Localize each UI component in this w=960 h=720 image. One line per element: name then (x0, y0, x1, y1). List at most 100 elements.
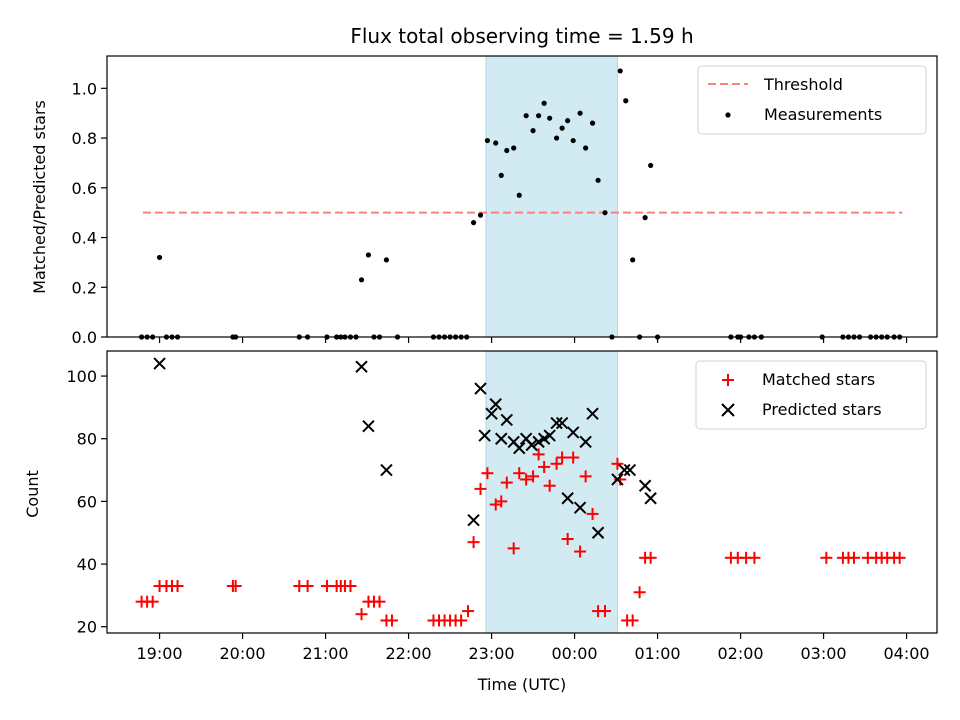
predicted-star-point (525, 438, 538, 452)
predicted-star-point (489, 398, 502, 411)
matched-star-point (146, 595, 159, 608)
predicted-star-point (153, 357, 166, 370)
y-tick-label: 0.4 (72, 229, 97, 248)
bottom-plot-frame (106, 350, 938, 634)
x-tick-label: 22:00 (386, 644, 432, 663)
bottom-shaded-span (485, 350, 618, 634)
measurement-point (623, 98, 629, 104)
matched-star-point (574, 545, 587, 558)
measurement-point (553, 135, 560, 141)
measurement-point (547, 115, 553, 121)
y-tick-label: 0.0 (72, 328, 97, 347)
matched-star-point (495, 495, 508, 508)
measurement-point (383, 257, 390, 263)
bottom-legend-box (695, 360, 927, 430)
x-tick-label: 01:00 (635, 644, 681, 663)
predicted-star-point (485, 407, 498, 420)
legend-measurements-label: Measurements (764, 105, 882, 124)
matched-star-point (171, 580, 184, 592)
y-tick-label: 20 (77, 618, 97, 637)
y-tick-label: 40 (77, 555, 97, 574)
y-tick-label: 0.8 (72, 129, 97, 148)
measurement-point (498, 172, 504, 178)
x-tick-label: 02:00 (718, 644, 764, 663)
predicted-star-point (355, 360, 368, 373)
x-tick-label: 04:00 (884, 644, 930, 663)
matched-star-point (385, 614, 398, 627)
legend-predicted-label: Predicted stars (762, 400, 882, 419)
predicted-star-point (618, 463, 631, 477)
measurement-point (358, 277, 365, 283)
bottom-legend: Matched stars Predicted stars (695, 360, 927, 430)
predicted-star-point (586, 407, 599, 420)
measurement-point (570, 137, 576, 144)
predicted-star-point (623, 463, 637, 477)
matched-star-point (355, 608, 368, 621)
measurement-point (523, 113, 529, 119)
matched-star-point (586, 507, 599, 520)
measurement-point (630, 257, 636, 263)
measurement-point (589, 120, 596, 126)
predicted-star-point (474, 382, 487, 395)
predicted-star-point (478, 429, 491, 442)
measurement-point (541, 100, 547, 106)
matched-star-point (550, 457, 563, 470)
predicted-star-point (467, 513, 480, 527)
matched-star-point (543, 479, 556, 492)
matched-star-point (229, 580, 242, 592)
matched-star-point (626, 614, 639, 627)
predicted-star-points (153, 357, 657, 539)
y-tick-label: 1.0 (72, 79, 97, 98)
y-tick-label: 80 (77, 430, 97, 449)
predicted-star-point (495, 432, 508, 445)
top-legend: Threshold Measurements (697, 65, 927, 135)
measurement-point (642, 215, 648, 221)
matched-star-point (507, 542, 520, 555)
measurement-point (530, 128, 536, 134)
measurement-point (365, 252, 372, 258)
measurement-point (511, 145, 517, 151)
matched-star-point (848, 551, 860, 564)
measurement-point (504, 147, 510, 154)
matched-star-point (532, 448, 545, 461)
predicted-star-point (579, 435, 592, 449)
measurement-point (559, 125, 565, 131)
matched-star-point (520, 473, 533, 486)
measurement-point (536, 113, 542, 119)
measurement-point (648, 162, 654, 169)
predicted-star-point (573, 501, 587, 514)
top-axes: 0.0 0.2 0.4 0.6 0.8 1.0 Matched/Predicted sta… (30, 55, 938, 347)
top-legend-box (697, 65, 927, 135)
y-tick-label: 0.2 (72, 278, 97, 297)
matched-star-point (561, 533, 574, 545)
measurement-point (565, 118, 571, 124)
matched-star-point (373, 595, 386, 608)
predicted-star-point (513, 441, 526, 455)
matched-star-point (467, 536, 480, 549)
measurement-point (583, 145, 589, 151)
matched-star-point (748, 551, 761, 564)
predicted-star-point (644, 492, 657, 505)
matched-star-point (344, 580, 357, 592)
matched-star-point (455, 614, 468, 627)
bottom-xlabel: Time (UTC) (477, 675, 566, 694)
matched-star-point (301, 580, 314, 592)
matched-star-point (633, 586, 646, 599)
x-tick-label: 00:00 (552, 644, 598, 663)
top-plot-frame (106, 55, 938, 338)
predicted-star-point (561, 492, 574, 505)
matched-star-point (644, 551, 657, 564)
bottom-axes: 20 40 60 80 100 19:00 20:00 21:00 22:00 23:00 00:… (23, 350, 938, 694)
x-tick-label: 21:00 (303, 644, 349, 663)
predicted-star-point (500, 413, 513, 427)
matched-star-point (481, 467, 494, 480)
predicted-star-point (638, 479, 652, 492)
y-tick-label: 0.6 (72, 179, 97, 198)
legend-matched-label: Matched stars (762, 370, 875, 389)
matched-star-point (893, 551, 906, 564)
predicted-star-point (550, 416, 563, 430)
matched-star-point (500, 476, 513, 489)
predicted-star-point (543, 429, 556, 442)
x-tick-label: 19:00 (137, 644, 183, 663)
